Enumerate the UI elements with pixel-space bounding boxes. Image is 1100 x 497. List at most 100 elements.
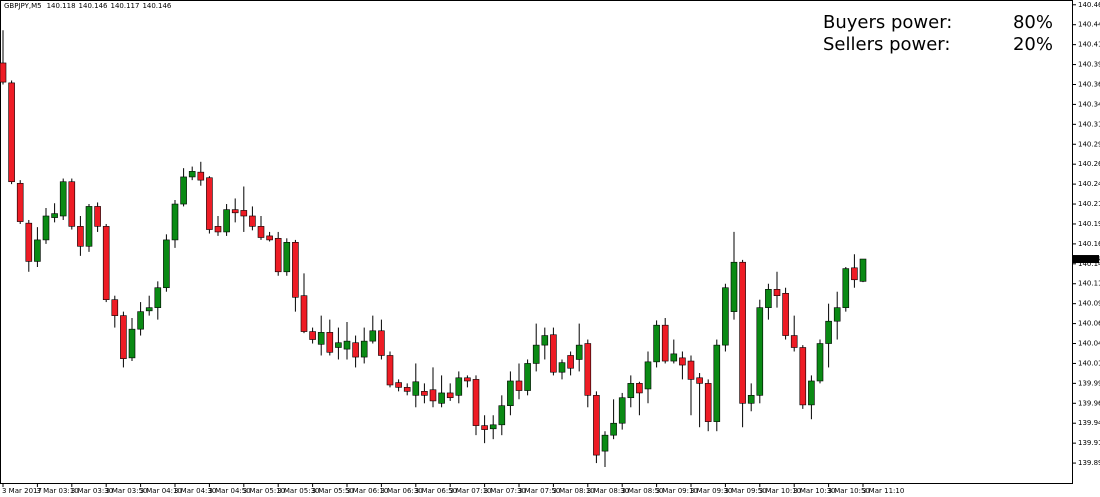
candle-body xyxy=(154,287,162,308)
x-tick-label: 3 Mar 11:10 xyxy=(862,487,904,495)
x-tick-label: 3 Mar 10:50 xyxy=(828,487,870,495)
candle-body xyxy=(249,215,256,227)
y-tick-label: 140.065 xyxy=(1078,320,1100,328)
buyers-label: Buyers power: xyxy=(823,12,952,33)
y-tick-label: 140.290 xyxy=(1078,140,1100,148)
candle-body xyxy=(550,334,557,373)
candle-body xyxy=(575,344,583,360)
y-tick-label: 140.090 xyxy=(1078,300,1100,308)
x-tick-label: 3 Mar 05:50 xyxy=(312,487,354,495)
y-tick-label: 140.415 xyxy=(1078,41,1100,49)
y-tick-label: 140.215 xyxy=(1078,200,1100,208)
candle-body xyxy=(214,226,222,233)
candle-body xyxy=(403,387,411,392)
candle-body xyxy=(68,181,76,227)
chart-header: GBPJPY,M5 140.118 140.146 140.117 140.146 xyxy=(4,2,172,10)
x-tick-label: 3 Mar 09:10 xyxy=(656,487,698,495)
candle-body xyxy=(584,343,592,396)
sellers-label: Sellers power: xyxy=(823,34,950,55)
buyers-value: 80% xyxy=(1013,12,1053,33)
x-tick-label: 3 Mar 06:10 xyxy=(346,487,388,495)
candle-body xyxy=(300,295,308,332)
candle-body xyxy=(343,340,351,350)
x-tick-label: 3 Mar 06:50 xyxy=(415,487,457,495)
x-tick-label: 3 Mar 08:50 xyxy=(621,487,663,495)
candle-body xyxy=(102,226,110,300)
sellers-value: 20% xyxy=(1013,34,1053,55)
candle-body xyxy=(627,383,635,399)
candle-body xyxy=(661,324,669,362)
candle-body xyxy=(687,360,695,380)
candle-body xyxy=(816,343,824,382)
x-tick-label: 3 Mar 07:50 xyxy=(518,487,560,495)
candle-body xyxy=(679,357,686,366)
candle-body xyxy=(618,397,626,424)
y-tick-label: 139.965 xyxy=(1078,399,1100,407)
candle-body xyxy=(42,215,50,241)
candle-body xyxy=(283,241,291,273)
candle-body xyxy=(730,261,738,312)
y-tick-label: 140.390 xyxy=(1078,61,1100,69)
candle-body xyxy=(696,377,703,384)
candle-body xyxy=(739,261,746,404)
candle-body xyxy=(524,363,531,391)
candle-body xyxy=(532,344,540,364)
candle-body xyxy=(309,331,316,340)
candle-body xyxy=(593,395,600,456)
x-tick-label: 3 Mar 10:10 xyxy=(759,487,801,495)
x-tick-label: 3 Mar 10:30 xyxy=(793,487,835,495)
candle-body xyxy=(464,377,471,382)
x-tick-label: 3 Mar 03:30 xyxy=(71,487,113,495)
candle-body xyxy=(438,392,445,404)
x-tick-label: 3 Mar 04:10 xyxy=(140,487,182,495)
candle-body xyxy=(352,342,359,358)
x-tick-label: 3 Mar 03:50 xyxy=(105,487,147,495)
y-tick-label: 140.265 xyxy=(1078,160,1100,168)
candle-body xyxy=(369,330,377,342)
candle-body xyxy=(481,425,488,430)
candle-body xyxy=(747,395,755,404)
candle-body xyxy=(292,241,299,298)
candle-body xyxy=(507,380,514,406)
last-close: 140.146 xyxy=(142,2,171,10)
candle-body xyxy=(773,289,781,296)
candle-body xyxy=(378,330,385,356)
candle-body xyxy=(412,381,420,396)
y-tick-label: 140.440 xyxy=(1078,21,1100,29)
candle-body xyxy=(188,171,196,178)
candle-body xyxy=(0,62,7,83)
candle-body xyxy=(446,392,454,399)
y-tick-label: 140.165 xyxy=(1078,240,1100,248)
candle-body xyxy=(610,422,617,436)
x-tick-label: 3 Mar 05:30 xyxy=(277,487,319,495)
candle-body xyxy=(636,383,643,394)
x-tick-label: 3 Mar 2017 xyxy=(2,487,42,495)
symbol: GBPJPY,M5 xyxy=(4,2,42,10)
candle-body xyxy=(567,355,574,369)
candle-body xyxy=(59,181,67,217)
candle-body xyxy=(240,210,248,217)
candle-body xyxy=(644,361,652,390)
candle-body xyxy=(790,335,798,348)
candle-body xyxy=(317,332,325,345)
x-tick-label: 3 Mar 09:30 xyxy=(690,487,732,495)
candle-body xyxy=(223,209,230,233)
candle-body xyxy=(455,377,463,396)
candle-body xyxy=(842,268,850,308)
candle-body xyxy=(859,258,867,282)
y-tick-label: 140.040 xyxy=(1078,340,1100,348)
x-tick-label: 3 Mar 07:10 xyxy=(449,487,491,495)
candle-body xyxy=(713,344,721,422)
candle-body xyxy=(558,362,566,373)
candle-body xyxy=(94,206,101,227)
y-tick-label: 140.340 xyxy=(1078,100,1100,108)
candle-body xyxy=(670,353,678,362)
y-tick-label: 140.140 xyxy=(1078,260,1100,268)
candle-body xyxy=(386,355,394,386)
candle-body xyxy=(34,239,41,262)
candle-body xyxy=(799,347,807,406)
candle-body xyxy=(326,332,334,353)
y-tick-label: 140.115 xyxy=(1078,280,1100,288)
y-tick-label: 139.890 xyxy=(1078,459,1100,467)
y-tick-label: 140.465 xyxy=(1078,1,1100,9)
